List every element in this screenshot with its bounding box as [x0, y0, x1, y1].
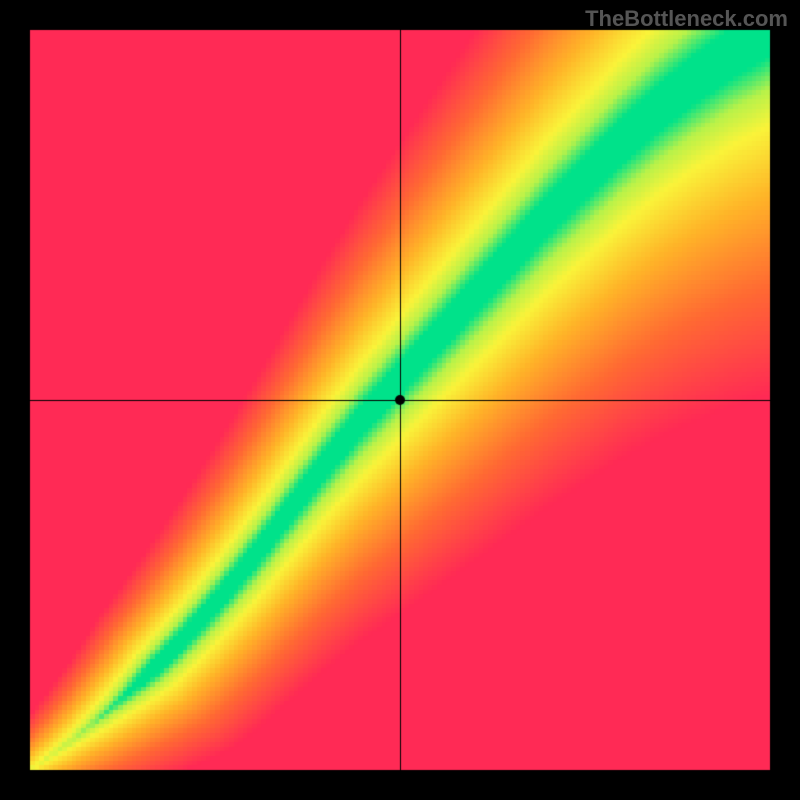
bottleneck-heatmap: [0, 0, 800, 800]
watermark-text: TheBottleneck.com: [585, 6, 788, 32]
chart-container: TheBottleneck.com: [0, 0, 800, 800]
